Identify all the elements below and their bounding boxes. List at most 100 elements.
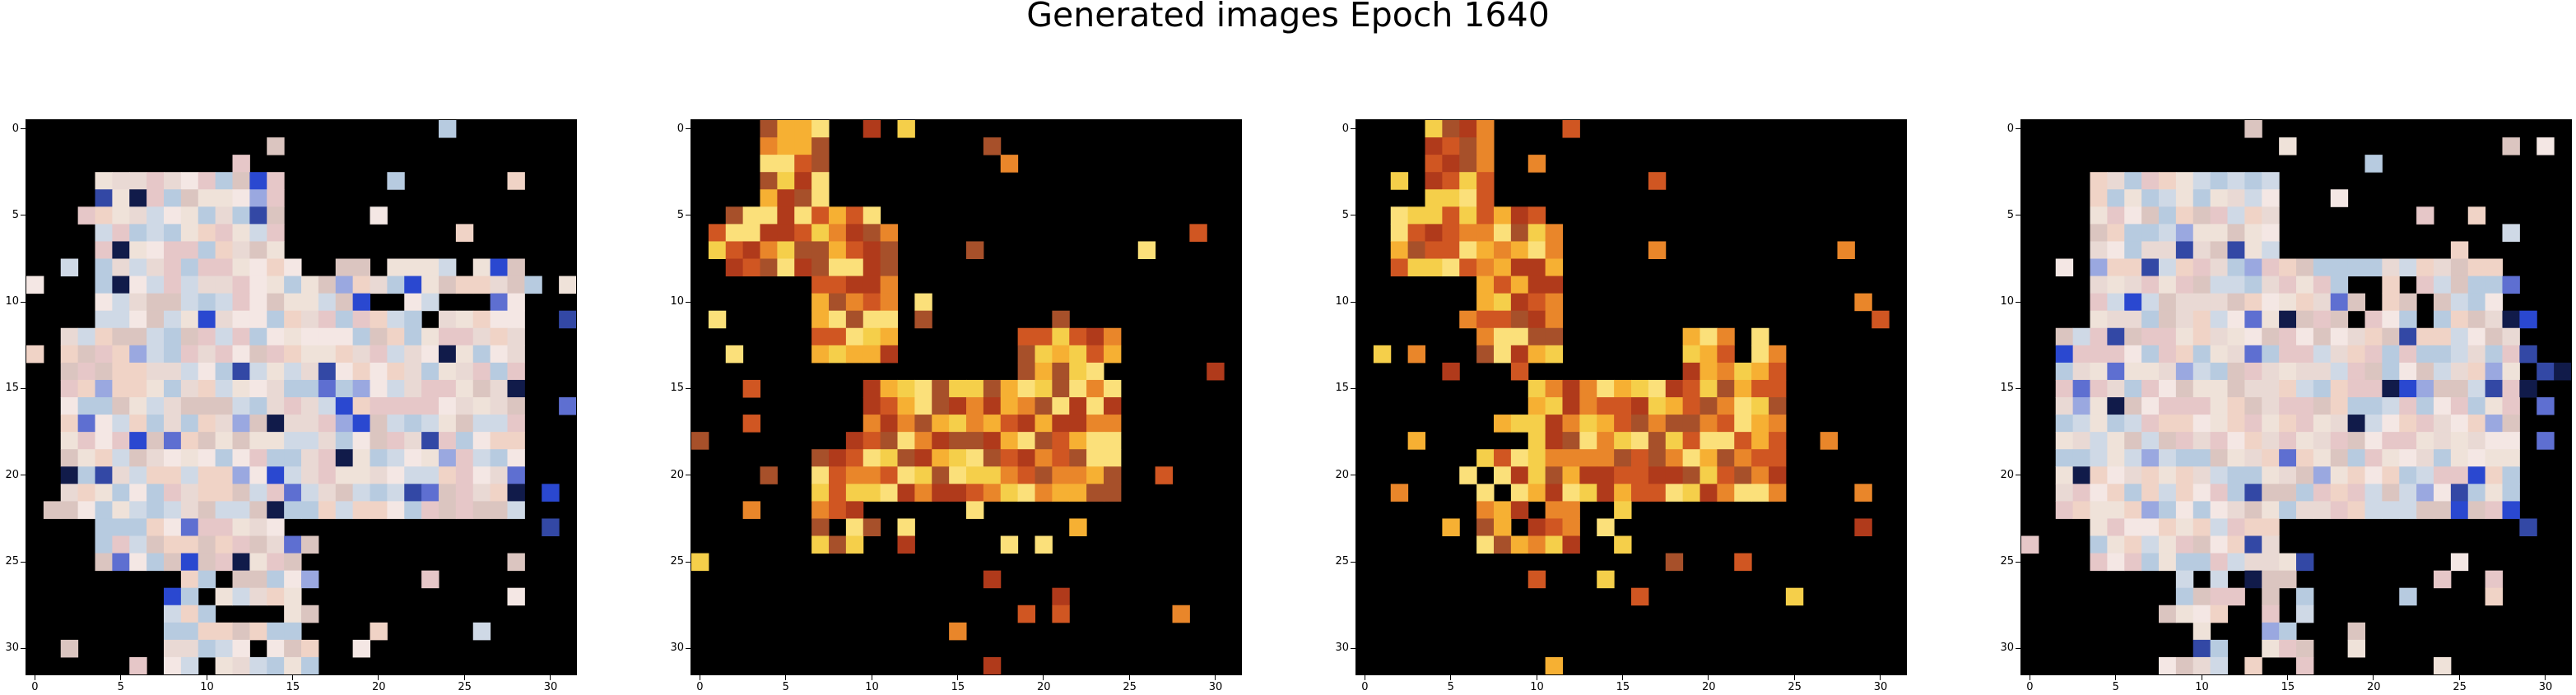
pixel bbox=[370, 484, 388, 502]
pixel bbox=[439, 379, 457, 398]
pixel bbox=[863, 206, 881, 225]
pixel bbox=[1545, 293, 1564, 312]
pixel bbox=[863, 241, 881, 259]
pixel bbox=[164, 189, 182, 207]
pixel bbox=[301, 432, 319, 450]
pixel bbox=[164, 241, 182, 259]
pixel bbox=[284, 379, 302, 398]
pixel bbox=[2175, 172, 2194, 190]
pixel bbox=[335, 327, 354, 346]
pixel bbox=[2210, 656, 2229, 674]
pixel bbox=[2141, 432, 2160, 450]
pixel bbox=[421, 258, 439, 277]
pixel bbox=[1665, 449, 1684, 467]
pixel bbox=[284, 362, 302, 381]
pixel bbox=[1017, 449, 1036, 467]
pixel bbox=[129, 310, 147, 329]
pixel bbox=[2124, 432, 2142, 450]
generated-image-panel-1 bbox=[26, 119, 577, 675]
pixel bbox=[2262, 639, 2280, 658]
pixel bbox=[1035, 397, 1053, 415]
pixel bbox=[439, 501, 457, 519]
pixel bbox=[370, 415, 388, 433]
pixel bbox=[2364, 432, 2383, 450]
pixel bbox=[1052, 379, 1070, 398]
pixel bbox=[2055, 345, 2074, 364]
pixel bbox=[2192, 484, 2211, 502]
pixel bbox=[2192, 605, 2211, 623]
pixel bbox=[1069, 484, 1087, 502]
pixel bbox=[794, 155, 812, 173]
pixel bbox=[1545, 276, 1564, 294]
pixel bbox=[112, 293, 130, 312]
pixel bbox=[2434, 432, 2452, 450]
pixel bbox=[284, 535, 302, 554]
pixel bbox=[507, 327, 525, 346]
pixel bbox=[2262, 327, 2280, 346]
pixel bbox=[2175, 570, 2194, 589]
pixel bbox=[2090, 206, 2108, 225]
pixel bbox=[1425, 155, 1443, 173]
pixel bbox=[1769, 397, 1787, 415]
pixel bbox=[1700, 327, 1718, 346]
pixel bbox=[164, 553, 182, 572]
pixel bbox=[1069, 379, 1087, 398]
pixel bbox=[2502, 345, 2520, 364]
y-tick-mark bbox=[1351, 301, 1355, 303]
pixel bbox=[829, 293, 847, 312]
pixel bbox=[180, 189, 199, 207]
pixel bbox=[2434, 258, 2452, 277]
pixel bbox=[129, 432, 147, 450]
pixel bbox=[2227, 466, 2245, 484]
pixel bbox=[146, 553, 165, 572]
pixel bbox=[1459, 241, 1477, 259]
pixel bbox=[507, 553, 525, 572]
pixel bbox=[794, 206, 812, 225]
pixel bbox=[777, 224, 795, 242]
pixel bbox=[472, 327, 491, 346]
pixel bbox=[112, 327, 130, 346]
x-tick-label: 0 bbox=[2026, 681, 2034, 693]
pixel bbox=[2192, 258, 2211, 277]
pixel bbox=[2330, 310, 2349, 329]
pixel bbox=[1597, 518, 1615, 536]
pixel bbox=[232, 310, 250, 329]
pixel bbox=[2244, 656, 2262, 674]
pixel bbox=[2227, 449, 2245, 467]
pixel bbox=[2227, 293, 2245, 312]
pixel bbox=[811, 120, 830, 138]
pixel bbox=[2262, 432, 2280, 450]
pixel bbox=[2485, 397, 2504, 415]
pixel bbox=[1104, 432, 1122, 450]
y-tick-label: 15 bbox=[1335, 382, 1349, 395]
pixel bbox=[1562, 397, 1580, 415]
pixel bbox=[95, 432, 113, 450]
pixel bbox=[1769, 345, 1787, 364]
pixel bbox=[2192, 276, 2211, 294]
pixel bbox=[387, 172, 405, 190]
pixel bbox=[2467, 379, 2486, 398]
pixel bbox=[284, 570, 302, 589]
pixel bbox=[301, 379, 319, 398]
pixel bbox=[490, 449, 509, 467]
pixel bbox=[472, 258, 491, 277]
pixel bbox=[1442, 362, 1460, 381]
pixel bbox=[2434, 327, 2452, 346]
pixel bbox=[1597, 484, 1615, 502]
pixel bbox=[215, 206, 234, 225]
pixel bbox=[421, 327, 439, 346]
pixel bbox=[1390, 224, 1409, 242]
pixel bbox=[180, 484, 199, 502]
pixel bbox=[914, 449, 932, 467]
pixel bbox=[542, 518, 560, 536]
pixel bbox=[2279, 327, 2297, 346]
pixel bbox=[2382, 415, 2400, 433]
pixel bbox=[129, 241, 147, 259]
pixel bbox=[112, 189, 130, 207]
pixel bbox=[2364, 484, 2383, 502]
pixel bbox=[232, 535, 250, 554]
pixel bbox=[2262, 172, 2280, 190]
pixel bbox=[60, 501, 79, 519]
pixel bbox=[95, 276, 113, 294]
pixel bbox=[2210, 258, 2229, 277]
